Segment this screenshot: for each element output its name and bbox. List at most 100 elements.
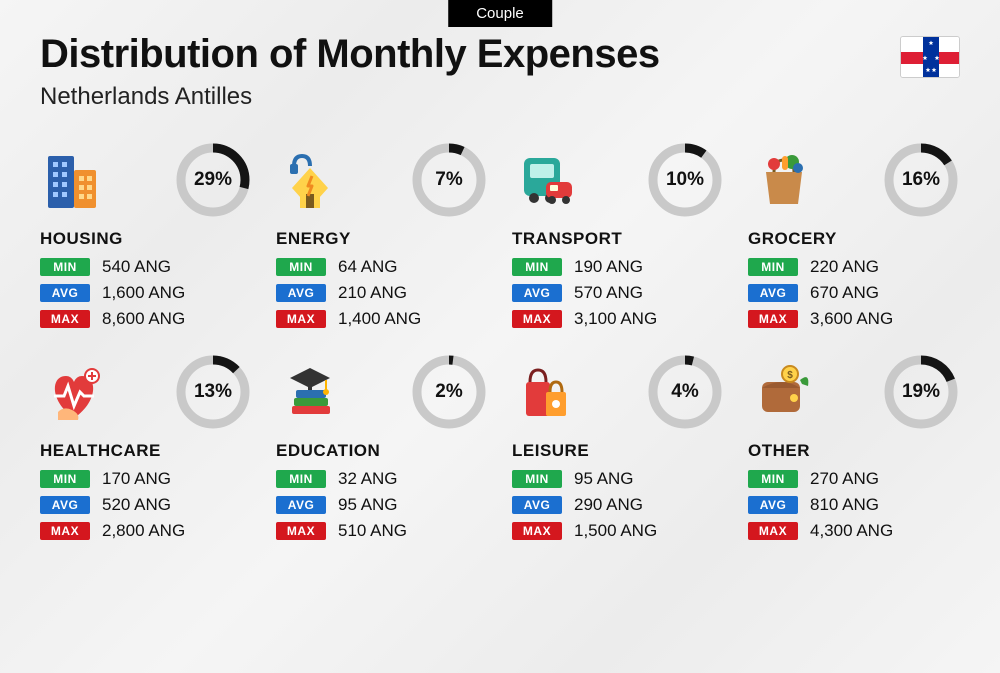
max-value: 3,600 ANG — [810, 309, 893, 329]
max-value: 510 ANG — [338, 521, 407, 541]
pct-value: 7% — [410, 141, 488, 219]
min-label: MIN — [40, 470, 90, 488]
pct-donut: 2% — [410, 353, 488, 431]
stat-max: MAX 1,400 ANG — [276, 309, 488, 329]
avg-value: 290 ANG — [574, 495, 643, 515]
avg-value: 1,600 ANG — [102, 283, 185, 303]
stat-min: MIN 32 ANG — [276, 469, 488, 489]
header: Distribution of Monthly Expenses Netherl… — [0, 0, 1000, 121]
max-value: 1,400 ANG — [338, 309, 421, 329]
category-name: GROCERY — [748, 229, 960, 249]
stat-max: MAX4,300 ANG — [748, 521, 960, 541]
max-label: MAX — [512, 522, 562, 540]
pct-value: 4% — [646, 353, 724, 431]
education-icon — [276, 358, 344, 426]
max-label: MAX — [276, 522, 326, 540]
country-flag-icon — [900, 36, 960, 78]
min-label: MIN — [512, 470, 562, 488]
page-title: Distribution of Monthly Expenses — [40, 32, 960, 77]
category-name: LEISURE — [512, 441, 724, 461]
pct-value: 19% — [882, 353, 960, 431]
min-value: 95 ANG — [574, 469, 634, 489]
pct-donut: 19% — [882, 353, 960, 431]
energy-icon — [276, 146, 344, 214]
max-value: 4,300 ANG — [810, 521, 893, 541]
housing-icon — [40, 146, 108, 214]
pct-donut: 10% — [646, 141, 724, 219]
expense-card-other: $19% OTHER MIN270 ANG AVG 810 ANG MAX4,300 AN… — [748, 353, 960, 547]
min-label: MIN — [40, 258, 90, 276]
avg-label: AVG — [40, 496, 90, 514]
pct-value: 16% — [882, 141, 960, 219]
stat-max: MAX 8,600 ANG — [40, 309, 252, 329]
svg-text:$: $ — [787, 370, 793, 381]
max-value: 3,100 ANG — [574, 309, 657, 329]
pct-donut: 4% — [646, 353, 724, 431]
stat-avg: AVG520 ANG — [40, 495, 252, 515]
category-name: OTHER — [748, 441, 960, 461]
max-label: MAX — [40, 522, 90, 540]
stat-min: MIN 64 ANG — [276, 257, 488, 277]
pct-value: 13% — [174, 353, 252, 431]
stat-max: MAX2,800 ANG — [40, 521, 252, 541]
expense-card-education: 2% EDUCATION MIN 32 ANG AVG95 ANG MAX 510 ANG — [276, 353, 488, 547]
max-label: MAX — [748, 310, 798, 328]
min-value: 270 ANG — [810, 469, 879, 489]
stat-avg: AVG 210 ANG — [276, 283, 488, 303]
min-value: 190 ANG — [574, 257, 643, 277]
stat-avg: AVG670 ANG — [748, 283, 960, 303]
avg-label: AVG — [512, 496, 562, 514]
max-value: 1,500 ANG — [574, 521, 657, 541]
min-label: MIN — [512, 258, 562, 276]
pct-value: 29% — [174, 141, 252, 219]
max-value: 8,600 ANG — [102, 309, 185, 329]
max-label: MAX — [40, 310, 90, 328]
stat-min: MIN 540 ANG — [40, 257, 252, 277]
grocery-icon — [748, 146, 816, 214]
expense-card-leisure: 4% LEISURE MIN 95 ANG AVG 290 ANG MAX 1,500 ANG — [512, 353, 724, 547]
category-name: ENERGY — [276, 229, 488, 249]
avg-label: AVG — [512, 284, 562, 302]
stat-avg: AVG95 ANG — [276, 495, 488, 515]
stat-max: MAX 510 ANG — [276, 521, 488, 541]
avg-label: AVG — [748, 284, 798, 302]
avg-value: 210 ANG — [338, 283, 407, 303]
avg-value: 570 ANG — [574, 283, 643, 303]
expense-card-energy: 7% ENERGY MIN 64 ANG AVG 210 ANG MAX 1,400 ANG — [276, 141, 488, 335]
category-name: HOUSING — [40, 229, 252, 249]
stat-min: MIN220 ANG — [748, 257, 960, 277]
expense-card-healthcare: 13%HEALTHCAREMIN170 ANGAVG520 ANGMAX2,80… — [40, 353, 252, 547]
min-label: MIN — [276, 258, 326, 276]
stat-avg: AVG 810 ANG — [748, 495, 960, 515]
min-value: 170 ANG — [102, 469, 171, 489]
expense-card-housing: 29%HOUSINGMIN540 ANGAVG1,600 ANGMAX8,600… — [40, 141, 252, 335]
pct-value: 2% — [410, 353, 488, 431]
pct-value: 10% — [646, 141, 724, 219]
expense-card-transport: 10%TRANSPORTMIN190 ANGAVG570 ANGMAX3,100… — [512, 141, 724, 335]
stat-max: MAX3,100 ANG — [512, 309, 724, 329]
expense-grid: 29% HOUSING MIN 540 ANG AVG 1,600 ANG MAX 8,600… — [0, 121, 1000, 567]
category-name: EDUCATION — [276, 441, 488, 461]
other-icon: $ — [748, 358, 816, 426]
stat-max: MAX 3,600 ANG — [748, 309, 960, 329]
stat-avg: AVG 290 ANG — [512, 495, 724, 515]
min-value: 540 ANG — [102, 257, 171, 277]
stat-avg: AVG 570 ANG — [512, 283, 724, 303]
expense-card-grocery: 16% GROCERY MIN220 ANG AVG670 ANG MAX 3,600 A… — [748, 141, 960, 335]
pct-donut: 7% — [410, 141, 488, 219]
transport-icon — [512, 146, 580, 214]
avg-label: AVG — [276, 496, 326, 514]
pct-donut: 13% — [174, 353, 252, 431]
avg-value: 810 ANG — [810, 495, 879, 515]
min-value: 220 ANG — [810, 257, 879, 277]
stat-min: MIN270 ANG — [748, 469, 960, 489]
min-label: MIN — [276, 470, 326, 488]
avg-label: AVG — [748, 496, 798, 514]
stat-min: MIN 190 ANG — [512, 257, 724, 277]
stat-min: MIN 170 ANG — [40, 469, 252, 489]
pct-donut: 16% — [882, 141, 960, 219]
avg-label: AVG — [276, 284, 326, 302]
min-value: 32 ANG — [338, 469, 398, 489]
min-value: 64 ANG — [338, 257, 398, 277]
max-label: MAX — [276, 310, 326, 328]
